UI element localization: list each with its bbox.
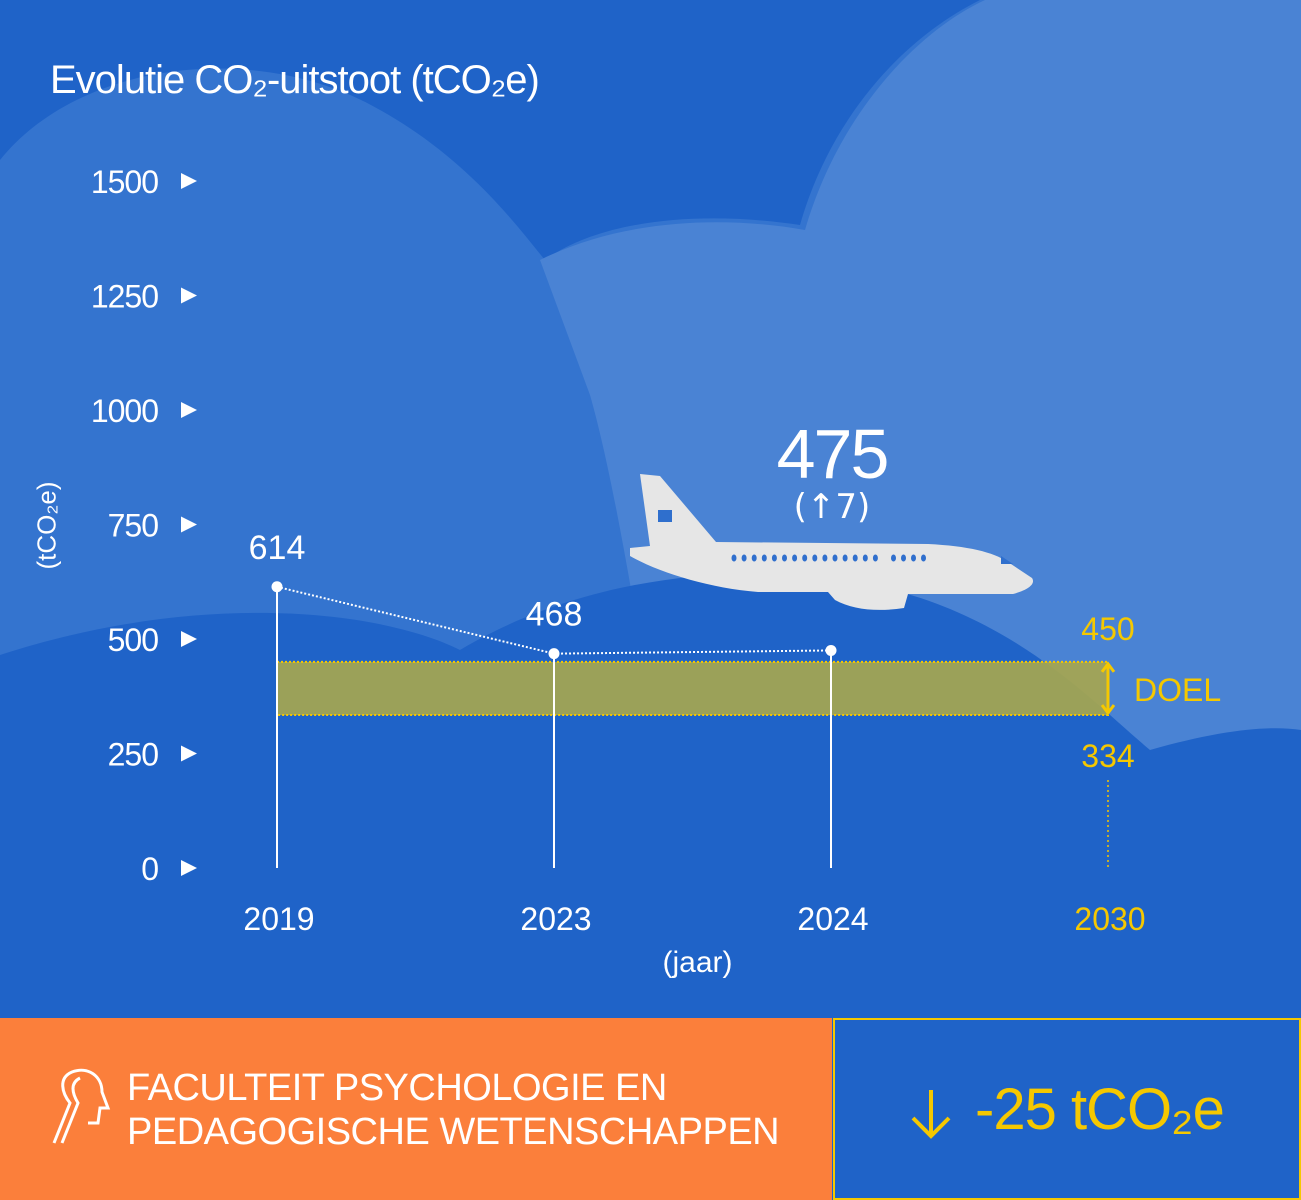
reduction-box: -25 tCO₂e [833,1018,1301,1200]
target-high-label: 450 [1081,611,1134,647]
faculty-name-line1: FACULTEIT PSYCHOLOGIE EN [127,1067,667,1109]
airplane-illustration [630,474,1034,610]
y-tick-marker [181,745,197,762]
y-tick-label: 1250 [91,279,158,315]
x-axis-label: (jaar) [662,946,733,979]
y-tick-label: 0 [141,851,158,887]
y-tick-marker [181,860,197,876]
x-tick-label: 2023 [520,901,591,937]
y-tick-marker [181,173,197,189]
arrow-down-icon [911,1090,951,1139]
highlight-delta: (↑7) [794,487,871,527]
y-tick-marker [181,287,197,304]
y-tick-label: 500 [108,622,159,658]
y-tick-label: 1000 [91,393,158,429]
target-label: DOEL [1134,672,1221,708]
reduction-value: -25 tCO₂e [975,1077,1225,1142]
y-tick-label: 750 [108,508,159,544]
y-axis-label: (tCO₂e) [31,481,62,570]
target-low-label: 334 [1081,738,1134,774]
target-range-arrow [1100,661,1116,716]
chart-title: Evolutie CO₂-uitstoot (tCO₂e) [50,58,540,102]
data-point [271,581,283,593]
x-tick-label: 2019 [243,901,314,937]
y-tick-label: 250 [108,737,159,773]
data-label: 614 [249,529,306,567]
data-point [548,648,560,660]
data-label: 468 [526,596,583,634]
faculty-banner: FACULTEIT PSYCHOLOGIE EN PEDAGOGISCHE WE… [0,1018,832,1200]
cloud-background [0,0,1301,1018]
y-tick-marker [181,516,197,533]
x-tick-label: 2030 [1074,901,1145,937]
target-band [276,660,1109,717]
y-tick-marker [181,631,197,647]
head-profile-icon [52,1068,111,1144]
faculty-name-line2: PEDAGOGISCHE WETENSCHAPPEN [127,1111,780,1153]
data-point [825,644,837,656]
highlight-value: 475 [777,415,888,493]
y-tick-label: 1500 [91,164,158,200]
x-tick-label: 2024 [797,901,868,937]
y-tick-marker [181,402,197,418]
